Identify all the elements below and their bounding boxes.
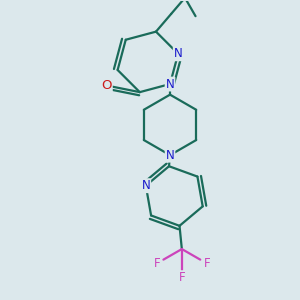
Text: O: O	[101, 79, 112, 92]
Text: N: N	[174, 47, 182, 60]
Text: N: N	[166, 149, 174, 162]
Text: F: F	[203, 257, 210, 270]
Text: N: N	[142, 179, 150, 192]
Text: N: N	[166, 77, 174, 91]
Text: F: F	[154, 257, 160, 270]
Text: F: F	[178, 271, 185, 284]
